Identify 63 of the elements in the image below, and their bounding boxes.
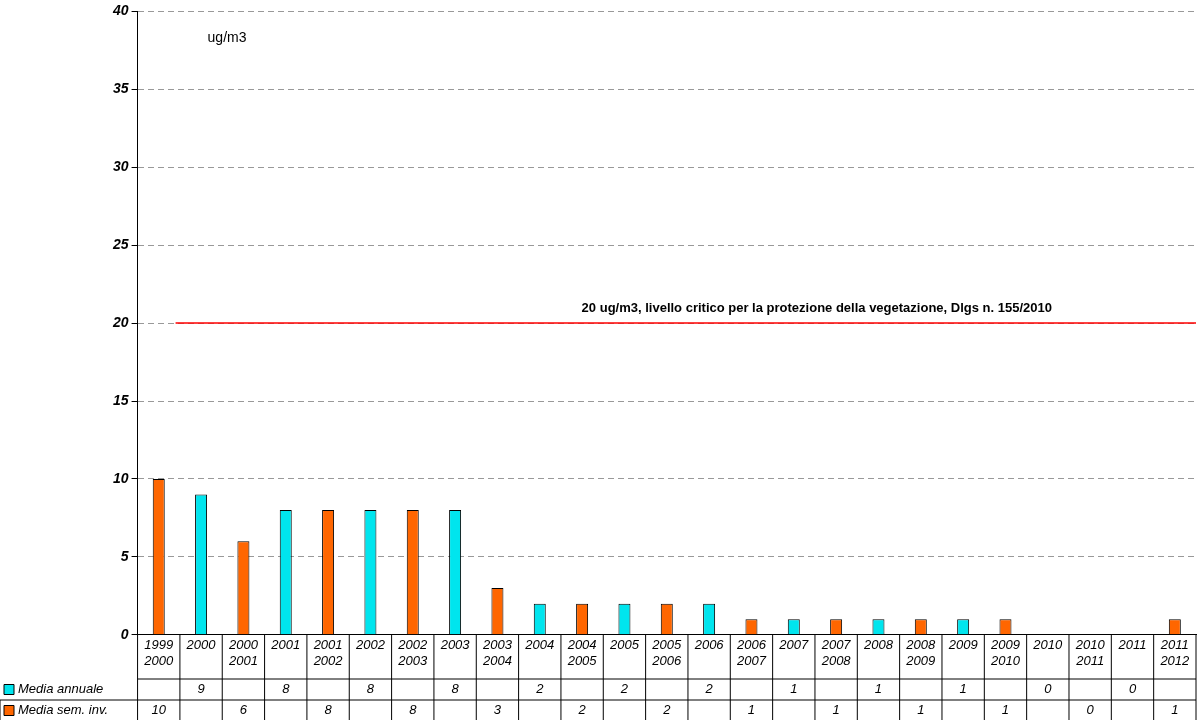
data-label: 0 — [1086, 702, 1095, 718]
x-tick-label: 2011 2012 — [1159, 637, 1191, 668]
data-label: 1 — [959, 681, 967, 697]
ref-line-label: 20 ug/m3, livello critico per la protezione della vegetazione, Dlgs n. 155/2010 — [581, 300, 1052, 316]
x-tick-label: 2000 2001 — [227, 637, 259, 668]
x-tick-label: 2001 2002 — [312, 637, 344, 668]
data-label: 1 — [747, 702, 756, 718]
data-label: 0 — [1128, 681, 1137, 697]
x-tick-label: 2010 — [1032, 637, 1064, 653]
x-tick-label: 2008 — [863, 637, 894, 653]
x-tick-label: 2003 2004 — [481, 637, 513, 668]
legend-label: Media annuale — [18, 681, 104, 697]
data-label: 1 — [917, 702, 925, 718]
y-tick-label: 10 — [112, 469, 129, 486]
x-tick-label: 2010 2011 — [1074, 637, 1106, 668]
y-tick-label: 25 — [111, 236, 129, 253]
data-label: 1 — [790, 681, 798, 697]
x-tick-label: 1999 2000 — [143, 637, 174, 668]
x-tick-label: 2002 — [354, 637, 386, 653]
y-tick-label: 40 — [111, 2, 129, 19]
x-tick-label: 2004 — [524, 637, 555, 653]
data-label: 8 — [451, 681, 460, 697]
data-label: 2 — [704, 681, 714, 697]
data-label: 8 — [366, 681, 375, 697]
data-label: 9 — [197, 681, 205, 697]
annotation: ug/m3 — [207, 29, 247, 46]
data-label: 2 — [662, 702, 672, 718]
y-tick-label: 35 — [112, 80, 129, 97]
data-label: 2 — [577, 702, 587, 718]
y-tick-label: 5 — [120, 547, 129, 564]
x-tick-label: 2002 2003 — [397, 637, 428, 668]
x-tick-label: 2009 2010 — [990, 637, 1021, 668]
x-tick-label: 2007 2008 — [820, 637, 852, 668]
data-label: 8 — [409, 702, 418, 718]
y-tick-label: 0 — [120, 625, 129, 642]
x-tick-label: 2009 — [947, 637, 978, 653]
data-label: 0 — [1044, 681, 1053, 697]
data-label: 1 — [874, 681, 883, 697]
x-tick-label: 2001 — [270, 637, 301, 653]
data-label: 3 — [493, 702, 502, 718]
x-tick-label: 2005 — [608, 637, 640, 653]
x-tick-label: 2005 2006 — [651, 637, 683, 668]
x-tick-label: 2008 2009 — [905, 637, 937, 668]
x-tick-label: 2000 — [185, 637, 217, 653]
data-label: 2 — [535, 681, 545, 697]
y-tick-label: 30 — [112, 158, 129, 175]
data-label: 6 — [239, 702, 248, 718]
legend-label: Media sem. inv. — [18, 702, 109, 718]
data-label: 2 — [619, 681, 629, 697]
y-tick-label: 20 — [111, 313, 129, 330]
data-label: 8 — [282, 681, 291, 697]
x-tick-label: 2003 — [439, 637, 471, 653]
data-label: 1 — [832, 702, 840, 718]
data-label: 1 — [1001, 702, 1010, 718]
x-tick-label: 2006 2007 — [736, 637, 767, 668]
x-tick-label: 2004 2005 — [566, 637, 598, 668]
data-label: 1 — [1171, 702, 1179, 718]
x-tick-label: 2011 — [1117, 637, 1147, 653]
y-tick-label: 15 — [112, 391, 129, 408]
x-tick-label: 2007 — [778, 637, 810, 653]
data-label: 10 — [151, 702, 167, 718]
data-label: 8 — [324, 702, 333, 718]
x-tick-label: 2006 — [693, 637, 725, 653]
